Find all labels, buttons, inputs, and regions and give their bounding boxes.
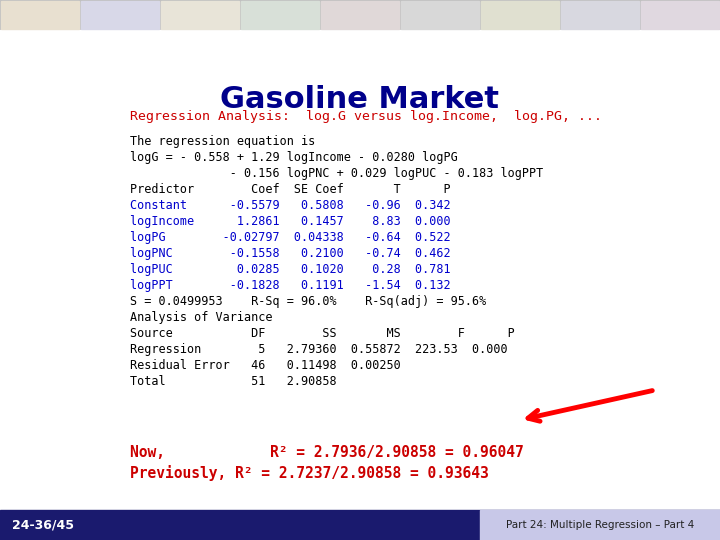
Text: Constant      -0.5579   0.5808   -0.96  0.342: Constant -0.5579 0.5808 -0.96 0.342 [130,199,451,212]
Text: Analysis of Variance: Analysis of Variance [130,311,272,324]
Text: Source           DF        SS       MS        F      P: Source DF SS MS F P [130,327,515,340]
Text: logPUC         0.0285   0.1020    0.28  0.781: logPUC 0.0285 0.1020 0.28 0.781 [130,263,451,276]
Bar [0,0,720,30]
Bar [0,30,720,510]
Text: Total            51   2.90858: Total 51 2.90858 [130,375,337,388]
Text: logG = - 0.558 + 1.29 logIncome - 0.0280 logPG: logG = - 0.558 + 1.29 logIncome - 0.0280… [130,151,458,164]
Bar [81,1,159,29]
Text: Predictor        Coef  SE Coef       T      P: Predictor Coef SE Coef T P [130,183,451,196]
Text: Now,            R² = 2.7936/2.90858 = 0.96047: Now, R² = 2.7936/2.90858 = 0.96047 [130,445,523,460]
Bar [161,1,239,29]
Text: Gasoline Market: Gasoline Market [220,85,500,114]
Text: logIncome      1.2861   0.1457    8.83  0.000: logIncome 1.2861 0.1457 8.83 0.000 [130,215,451,228]
Bar [1,1,79,29]
Text: Regression        5   2.79360  0.55872  223.53  0.000: Regression 5 2.79360 0.55872 223.53 0.00… [130,343,508,356]
Bar [480,510,720,540]
Bar [241,1,319,29]
Bar [321,1,399,29]
Text: - 0.156 logPNC + 0.029 logPUC - 0.183 logPPT: - 0.156 logPNC + 0.029 logPUC - 0.183 lo… [130,167,544,180]
Bar [561,1,639,29]
Bar [0,510,720,540]
Text: logPPT        -0.1828   0.1191   -1.54  0.132: logPPT -0.1828 0.1191 -1.54 0.132 [130,279,451,292]
Bar [481,1,559,29]
Text: S = 0.0499953    R-Sq = 96.0%    R-Sq(adj) = 95.6%: S = 0.0499953 R-Sq = 96.0% R-Sq(adj) = 9… [130,295,486,308]
Text: 24-36/45: 24-36/45 [12,518,74,531]
Bar [641,1,719,29]
Text: Residual Error   46   0.11498  0.00250: Residual Error 46 0.11498 0.00250 [130,359,401,372]
Text: logPG        -0.02797  0.04338   -0.64  0.522: logPG -0.02797 0.04338 -0.64 0.522 [130,231,451,244]
Text: logPNC        -0.1558   0.2100   -0.74  0.462: logPNC -0.1558 0.2100 -0.74 0.462 [130,247,451,260]
Bar [401,1,479,29]
Text: The regression equation is: The regression equation is [130,135,315,148]
Text: Part 24: Multiple Regression – Part 4: Part 24: Multiple Regression – Part 4 [506,520,694,530]
Text: Previously, R² = 2.7237/2.90858 = 0.93643: Previously, R² = 2.7237/2.90858 = 0.9364… [130,465,489,481]
Text: Regression Analysis:  log.G versus log.Income,  log.PG, ...: Regression Analysis: log.G versus log.In… [130,110,602,123]
